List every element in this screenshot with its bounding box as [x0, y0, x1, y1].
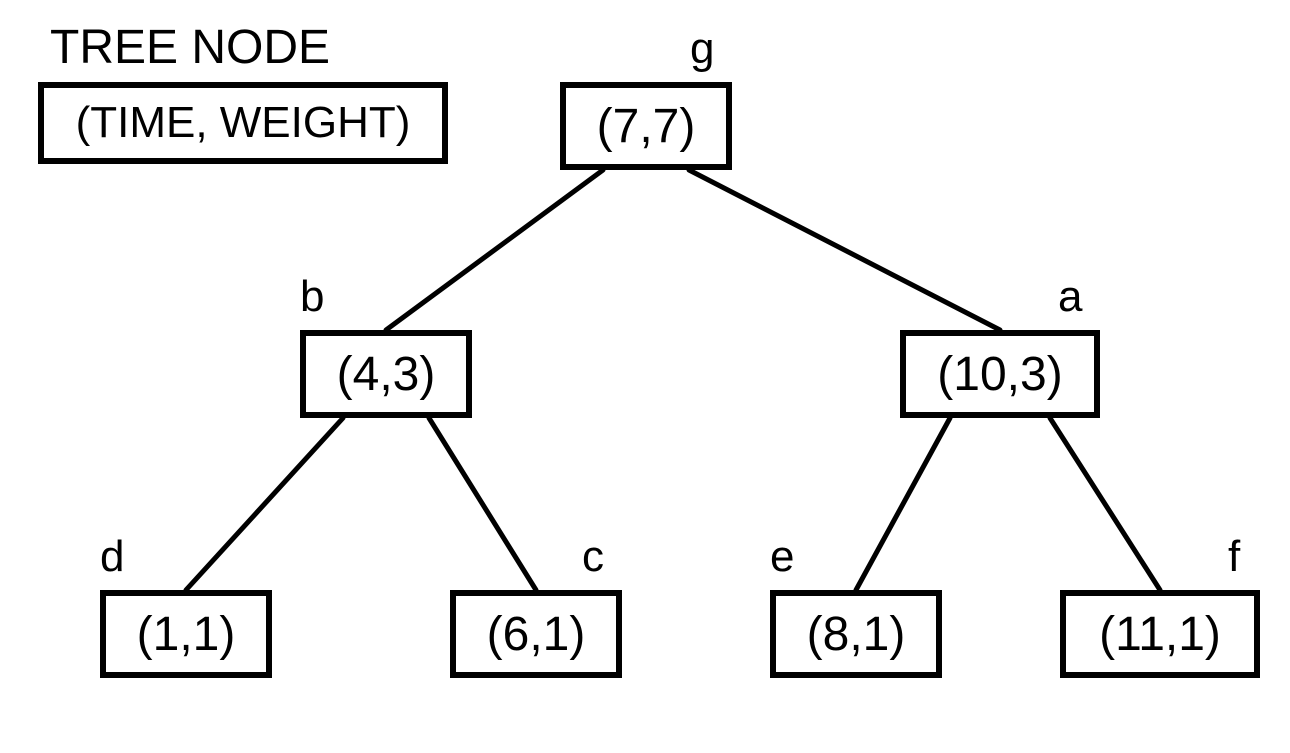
edge-a-f [1050, 418, 1160, 590]
tree-diagram: TREE NODE (TIME, WEIGHT) g (7,7) b (4,3)… [0, 0, 1290, 753]
node-f: (11,1) [1060, 590, 1260, 678]
edge-g-a [689, 170, 1000, 330]
legend-title: TREE NODE [50, 20, 330, 75]
node-label-c: c [582, 532, 604, 582]
node-value-f: (11,1) [1099, 607, 1221, 662]
node-d: (1,1) [100, 590, 272, 678]
legend-box: (TIME, WEIGHT) [38, 82, 448, 164]
node-value-b: (4,3) [337, 347, 436, 402]
edge-g-b [386, 170, 603, 330]
node-b: (4,3) [300, 330, 472, 418]
edge-b-c [429, 418, 536, 590]
node-c: (6,1) [450, 590, 622, 678]
node-label-f: f [1228, 532, 1240, 582]
edge-a-e [856, 418, 950, 590]
node-e: (8,1) [770, 590, 942, 678]
node-label-e: e [770, 532, 794, 582]
node-value-c: (6,1) [487, 607, 586, 662]
node-a: (10,3) [900, 330, 1100, 418]
legend-box-text: (TIME, WEIGHT) [76, 98, 411, 148]
node-value-d: (1,1) [137, 607, 236, 662]
node-label-b: b [300, 272, 324, 322]
edge-b-d [186, 418, 343, 590]
node-g: (7,7) [560, 82, 732, 170]
node-label-d: d [100, 532, 124, 582]
node-label-a: a [1058, 272, 1082, 322]
node-value-a: (10,3) [937, 347, 1062, 402]
node-value-e: (8,1) [807, 607, 906, 662]
node-label-g: g [690, 24, 714, 74]
node-value-g: (7,7) [597, 99, 696, 154]
